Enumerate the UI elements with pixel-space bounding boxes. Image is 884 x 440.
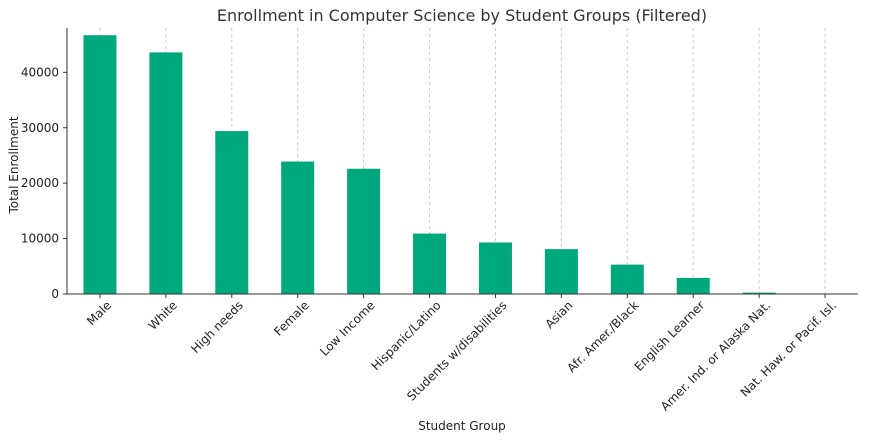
y-tick-label: 20000 — [21, 176, 59, 190]
bar — [610, 264, 644, 294]
x-tick-label: Male — [84, 298, 114, 328]
bar — [215, 131, 249, 294]
y-tick-label: 40000 — [21, 65, 59, 79]
bars — [83, 35, 842, 295]
x-tick-label: English Learner — [632, 298, 708, 374]
y-ticks: 0 10000 20000 30000 40000 — [21, 65, 67, 301]
x-tick-label: Female — [271, 298, 312, 339]
bar — [478, 242, 512, 294]
x-tick-label: Afr. Amer./Black — [564, 298, 641, 375]
bar — [676, 277, 710, 294]
bar — [413, 233, 447, 294]
x-tick-label: Low Income — [317, 298, 378, 359]
bar — [281, 161, 315, 294]
bar — [742, 292, 776, 294]
x-ticks: Male White High needs Female Low IncomeHispa… — [84, 294, 839, 414]
bar — [544, 249, 578, 294]
bar — [83, 35, 117, 295]
bar — [149, 52, 183, 295]
grid — [99, 28, 826, 294]
chart-title: Enrollment in Computer Science by Studen… — [217, 6, 707, 25]
y-tick-label: 10000 — [21, 232, 59, 246]
x-axis-title: Student Group — [418, 419, 506, 433]
y-tick-label: 30000 — [21, 121, 59, 135]
x-tick-label: Asian — [542, 298, 575, 331]
x-tick-label: High needs — [188, 298, 246, 356]
axes — [66, 28, 858, 295]
y-axis-title: Total Enrollment — [7, 116, 21, 214]
y-tick-label: 0 — [51, 287, 59, 301]
x-tick-label: Amer. Ind. or Alaska Nat. — [658, 298, 773, 413]
x-tick-label: White — [145, 298, 180, 333]
x-tick-label: Hispanic/Latino — [369, 298, 444, 373]
bar — [347, 168, 381, 294]
